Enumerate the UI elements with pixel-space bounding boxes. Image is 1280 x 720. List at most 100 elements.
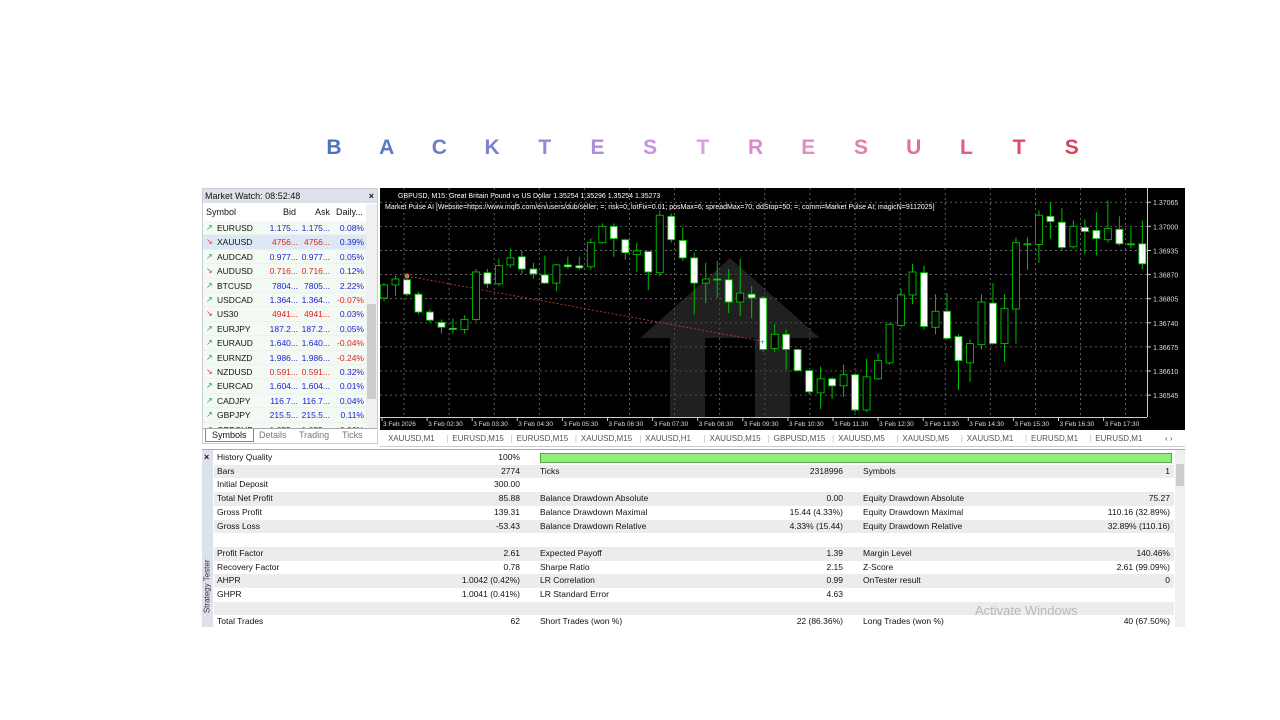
chart-tab[interactable]: EURUSD,M1 (1031, 434, 1079, 443)
candle-body (1103, 228, 1112, 241)
scrollbar[interactable] (1175, 450, 1185, 627)
candle-body (448, 327, 457, 330)
bear-candle (644, 250, 653, 291)
symbol-row[interactable]: ↗ EURJPY 187.2... 187.2... 0.05% (203, 321, 366, 337)
symbol-row[interactable]: ↘ AUDUSD 0.716... 0.716... 0.12% (203, 264, 366, 279)
chart-tab[interactable]: XAUUSD,M15 (709, 434, 761, 443)
arrow-down-icon: ↘ (206, 309, 213, 319)
symbol-name: AUDCAD (217, 251, 253, 262)
scrollbar-thumb[interactable] (1176, 464, 1184, 486)
column-daily[interactable]: Daily... (336, 207, 363, 217)
result-label: Ticks (540, 465, 560, 476)
candle-body (931, 310, 940, 328)
price-axis-line (1147, 188, 1148, 417)
bid-price: 215.5... (269, 410, 298, 421)
candle-body (828, 378, 837, 387)
x-tick-label: 3 Feb 08:30 (699, 421, 734, 428)
tab-symbols[interactable]: Symbols (205, 429, 254, 442)
tab-divider: | (1025, 434, 1028, 443)
symbol-row[interactable]: ↗ BTCUSD 7804... 7805... 2.22% (203, 278, 366, 293)
symbol-row[interactable]: ↗ AUDCAD 0.977... 0.977... 0.05% (203, 249, 366, 265)
bear-candle (529, 262, 538, 280)
candle-body (690, 257, 699, 284)
scrollbar-thumb[interactable] (367, 304, 376, 399)
x-tick-label: 3 Feb 09:30 (744, 421, 779, 428)
chart-tab[interactable]: XAUUSD,M1 (966, 434, 1014, 443)
candle-body (1034, 214, 1043, 245)
title-letter: T (696, 136, 710, 159)
result-value: 2.61 (99.09%) (1116, 561, 1170, 572)
y-tick-label: 1.37000 (1153, 224, 1178, 231)
candle-body (793, 349, 802, 372)
symbol-row[interactable]: ↗ EURAUD 1.640... 1.640... -0.04% (203, 336, 366, 351)
column-bid[interactable]: Bid (283, 207, 297, 217)
scrollbar[interactable] (366, 204, 377, 430)
ask-price: 0.716... (301, 266, 330, 277)
result-label: Recovery Factor (217, 561, 280, 572)
chart-tab[interactable]: XAUUSD,M5 (838, 434, 885, 443)
close-icon[interactable]: × (204, 452, 210, 462)
x-tick-label: 3 Feb 17:30 (1105, 421, 1140, 428)
symbol-row[interactable]: ↗ EURNZD 1.986... 1.986... -0.24% (203, 350, 366, 365)
chart-tab[interactable]: XAUUSD,M15 (580, 434, 633, 443)
chart-tab[interactable]: XAUUSD,H1 (645, 434, 691, 443)
close-icon[interactable]: × (368, 191, 374, 201)
bid-price: 0.716... (269, 266, 298, 277)
tab-trading[interactable]: Trading (299, 430, 330, 440)
price-chart[interactable]: 1.37065 1.37000 1.36935 1.36870 1.36805 1.367… (380, 188, 1185, 430)
symbol-row[interactable]: ↘ XAUUSD 4756... 4756... 0.39% (203, 235, 366, 250)
bid-price: 1.986... (269, 352, 298, 363)
bull-candle (908, 263, 917, 305)
arrow-down-icon: ↘ (206, 367, 213, 376)
symbol-row[interactable]: ↗ EURCAD 1.604... 1.604... 0.01% (203, 379, 366, 394)
chart-tab[interactable]: XAUUSD,M1 (388, 434, 435, 443)
column-symbol[interactable]: Symbol (206, 207, 237, 217)
bear-candle (609, 223, 618, 257)
symbol-row[interactable]: ↗ EURUSD 1.175... 1.175... 0.08% (203, 221, 366, 236)
chart-tab[interactable]: EURUSD,M15 (452, 434, 504, 443)
result-row: Total Trades 62 Short Trades (won %) 22 (86… (214, 615, 1174, 627)
ask-price: 0.977... (301, 251, 330, 262)
tab-divider: | (639, 434, 642, 443)
candle-body (862, 376, 871, 411)
candle-body (414, 293, 423, 313)
bid-price: 0.591... (269, 367, 298, 377)
bear-candle (414, 292, 423, 315)
symbol-row[interactable]: ↘ NZDUSD 0.591... 0.591... 0.32% (203, 365, 366, 380)
ask-price: 1.364... (301, 295, 330, 305)
y-tick-label: 1.36740 (1153, 321, 1178, 328)
scroll-tabs-icon[interactable]: ‹ › (1165, 434, 1173, 443)
tab-details[interactable]: Details (259, 430, 287, 440)
result-label: Gross Loss (217, 520, 260, 531)
result-row: Initial Deposit 300.00 (214, 478, 1174, 492)
result-value: 0 (1165, 575, 1170, 586)
market-watch-header: Market Watch: 08:52:48 × (203, 189, 377, 203)
trade-entry-marker[interactable] (404, 273, 410, 279)
symbol-name: GBPJPY (217, 410, 251, 421)
symbol-row[interactable]: ↘ US30 4941... 4941... 0.03% (203, 307, 366, 322)
candle-body (943, 310, 951, 339)
chart-tab[interactable]: EURUSD,M1 (1095, 434, 1143, 443)
chart-tab[interactable]: GBPUSD,M15 (773, 434, 826, 443)
title-letter: T (1012, 136, 1026, 159)
result-row (214, 533, 1174, 547)
candle-body (426, 311, 434, 321)
symbol-row[interactable]: ↗ CADJPY 116.7... 116.7... 0.04% (203, 393, 366, 409)
symbol-row[interactable]: ↗ USDCAD 1.364... 1.364... -0.07% (203, 293, 366, 308)
result-value: 4.33% (15.44) (789, 520, 843, 531)
candle-body (380, 284, 388, 299)
result-label: History Quality (217, 452, 273, 462)
result-row (214, 601, 1174, 616)
arrow-up-icon: ↗ (206, 381, 213, 391)
bear-candle (805, 369, 814, 395)
chart-tab[interactable]: EURUSD,M15 (516, 434, 569, 443)
daily-change: 0.01% (339, 381, 364, 392)
expert-advisor-line: Market Pulse AI [Website=https://www.mql… (385, 204, 935, 211)
column-ask[interactable]: Ask (315, 207, 331, 217)
chart-tab[interactable]: XAUUSD,M5 (902, 434, 950, 443)
candle-body (897, 294, 905, 326)
trade-exit-marker[interactable]: + (760, 337, 765, 346)
tab-ticks[interactable]: Ticks (342, 430, 363, 440)
symbol-row[interactable]: ↗ GBPJPY 215.5... 215.5... 0.11% (203, 408, 366, 423)
bull-candle (632, 242, 641, 272)
